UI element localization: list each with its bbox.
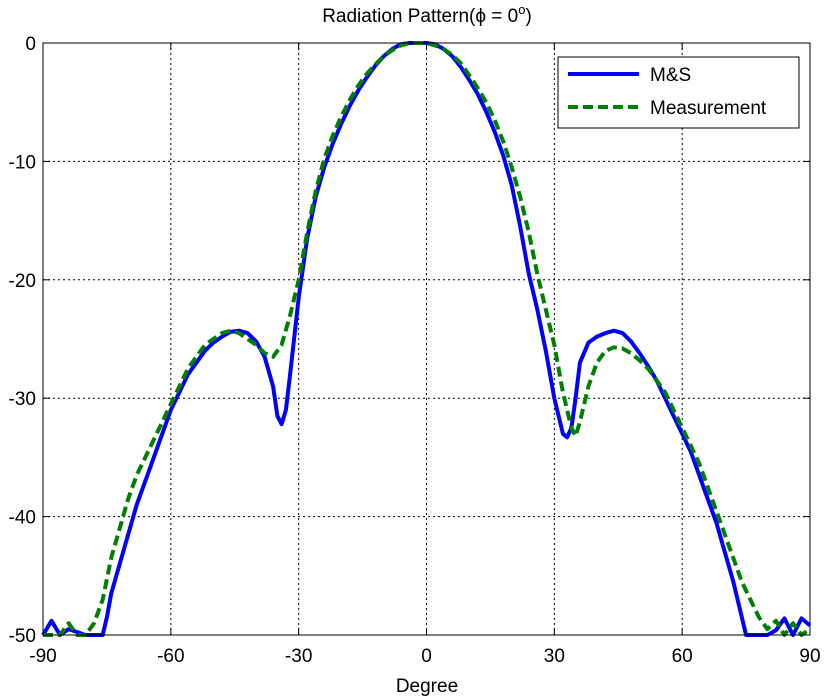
chart-title-superscript: o (518, 2, 525, 17)
legend-label-ms: M&S (650, 65, 691, 86)
legend: M&S Measurement (557, 56, 800, 129)
chart-title-symbol: ϕ = 0 (475, 6, 518, 27)
x-axis-label: Degree (396, 676, 458, 697)
x-tick-label: 60 (672, 646, 693, 667)
y-tick-label: -20 (9, 271, 36, 292)
y-tick-label: 0 (25, 34, 36, 55)
x-tick-label: 90 (799, 646, 820, 667)
x-tick-label: -30 (285, 646, 312, 667)
x-tick-label: -60 (157, 646, 184, 667)
x-tick-label: -90 (29, 646, 56, 667)
y-tick-label: -50 (9, 626, 36, 647)
y-tick-labels: 0 -10 -20 -30 -40 -50 (9, 34, 36, 647)
series-line-measurement (43, 41, 812, 637)
x-tick-label: 0 (421, 646, 432, 667)
legend-box (557, 56, 800, 129)
chart-title: Radiation Pattern(ϕ = 0o) (322, 2, 532, 27)
series-lines (41, 41, 812, 637)
plot-frame (42, 42, 811, 636)
y-tick-label: -40 (9, 508, 36, 529)
y-tick-label: -10 (9, 152, 36, 173)
chart-title-main: Radiation Pattern( (322, 6, 476, 27)
chart-title-close: ) (525, 6, 531, 27)
x-tick-label: 30 (544, 646, 565, 667)
y-tick-label: -30 (9, 389, 36, 410)
x-tick-labels: -90 -60 -30 0 30 60 90 (29, 646, 820, 667)
legend-label-measurement: Measurement (650, 98, 767, 119)
